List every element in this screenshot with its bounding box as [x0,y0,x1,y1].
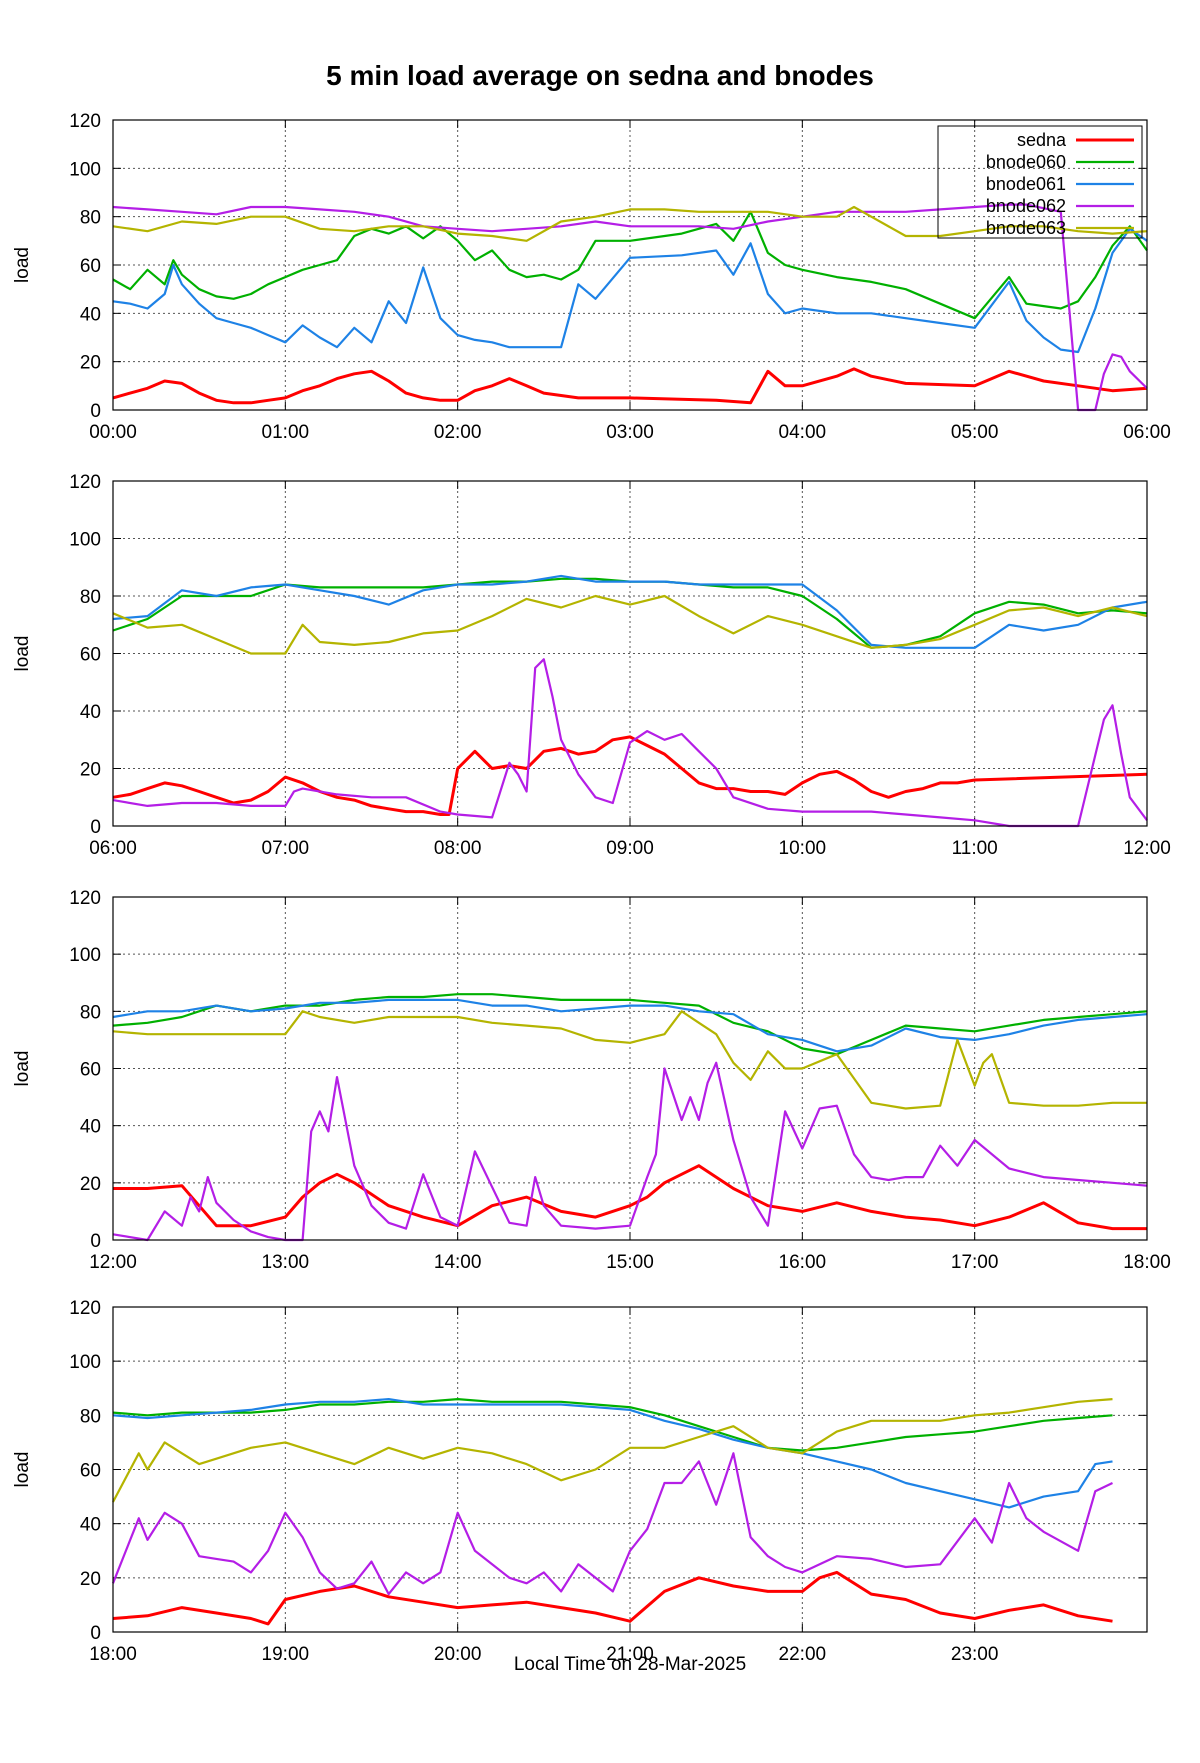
x-tick-label: 22:00 [779,1644,827,1665]
y-tick-label: 80 [80,208,101,229]
series-line-sedna [112,367,1148,405]
x-tick-label: 08:00 [434,838,482,859]
x-axis-label: Local Time on 28-Mar-2025 [514,1654,746,1675]
series-line-sedna [112,735,1148,816]
x-tick-label: 20:00 [434,1644,482,1665]
y-tick-label: 120 [69,111,101,132]
series-line-bnode061 [112,227,1148,354]
y-tick-label: 40 [80,702,101,723]
y-tick-label: 60 [80,645,101,666]
x-tick-label: 11:00 [952,838,998,859]
x-tick-label: 13:00 [262,1252,310,1273]
plot-frame [112,480,1148,827]
y-tick-label: 20 [80,1174,101,1195]
y-tick-label: 60 [80,1461,101,1482]
y-tick-label: 40 [80,304,101,325]
x-tick-label: 18:00 [1123,1252,1171,1273]
y-tick-label: 120 [69,1298,101,1319]
x-tick-label: 05:00 [951,422,999,443]
y-tick-label: 80 [80,1406,101,1427]
x-tick-label: 19:00 [262,1644,310,1665]
x-tick-label: 03:00 [606,422,654,443]
x-tick-label: 12:00 [1123,838,1171,859]
x-tick-label: 00:00 [89,422,137,443]
y-tick-label: 60 [80,1060,101,1081]
x-tick-label: 10:00 [779,838,827,859]
legend-label-bnode060: bnode060 [986,152,1066,172]
series-line-bnode060 [112,210,1148,320]
x-tick-label: 07:00 [262,838,310,859]
series-line-bnode063 [112,1398,1113,1503]
y-tick-label: 120 [69,888,101,909]
y-axis-label: load [12,636,33,672]
y-tick-label: 80 [80,587,101,608]
series-line-bnode061 [112,574,1148,649]
x-tick-label: 04:00 [779,422,827,443]
y-axis-label: load [12,1452,33,1488]
series-line-bnode061 [112,1397,1113,1509]
y-tick-label: 100 [69,530,101,551]
series-line-bnode063 [112,594,1148,655]
y-tick-label: 100 [69,945,101,966]
plot-frame [112,119,1148,411]
y-tick-label: 0 [90,1623,101,1644]
plot-frame [112,896,1148,1241]
y-tick-label: 80 [80,1002,101,1023]
x-tick-label: 15:00 [606,1252,654,1273]
y-tick-label: 0 [90,1231,101,1252]
chart-title: 5 min load average on sedna and bnodes [326,60,874,91]
series-line-bnode062 [112,1061,1148,1242]
series-line-bnode061 [112,998,1148,1053]
y-tick-label: 120 [69,472,101,493]
series-line-bnode062 [112,658,1148,828]
y-tick-label: 40 [80,1117,101,1138]
x-tick-label: 06:00 [89,838,137,859]
y-tick-label: 100 [69,1352,101,1373]
x-tick-label: 12:00 [89,1252,137,1273]
x-tick-label: 23:00 [951,1644,999,1665]
x-tick-label: 06:00 [1123,422,1171,443]
x-tick-label: 21:00 [606,1644,654,1665]
x-tick-label: 18:00 [89,1644,137,1665]
legend-label-bnode062: bnode062 [986,196,1066,216]
series-line-bnode062 [111,1452,1113,1596]
y-tick-label: 0 [90,401,101,422]
x-tick-label: 01:00 [262,422,310,443]
y-axis-label: load [12,247,33,283]
y-tick-label: 20 [80,760,101,781]
y-axis-label: load [12,1051,33,1087]
legend-label-bnode063: bnode063 [986,218,1066,238]
x-tick-label: 09:00 [606,838,654,859]
series-line-bnode060 [112,993,1148,1056]
legend-label-sedna: sedna [1017,130,1067,150]
legend-label-bnode061: bnode061 [986,174,1066,194]
y-tick-label: 100 [69,159,101,180]
y-tick-label: 40 [80,1515,101,1536]
series-line-sedna [113,1164,1147,1231]
y-tick-label: 0 [90,817,101,838]
y-tick-label: 20 [80,1569,101,1590]
series-line-bnode063 [112,1010,1147,1110]
x-tick-label: 14:00 [434,1252,482,1273]
series-line-sedna [112,1570,1113,1626]
x-tick-label: 16:00 [779,1252,827,1273]
legend-box [937,125,1143,239]
x-tick-label: 17:00 [951,1252,999,1273]
x-tick-label: 02:00 [434,422,482,443]
plot-frame [112,1306,1148,1633]
y-tick-label: 60 [80,256,101,277]
y-tick-label: 20 [80,353,101,374]
series-line-bnode060 [112,1397,1113,1452]
series-line-bnode063 [112,205,1148,242]
